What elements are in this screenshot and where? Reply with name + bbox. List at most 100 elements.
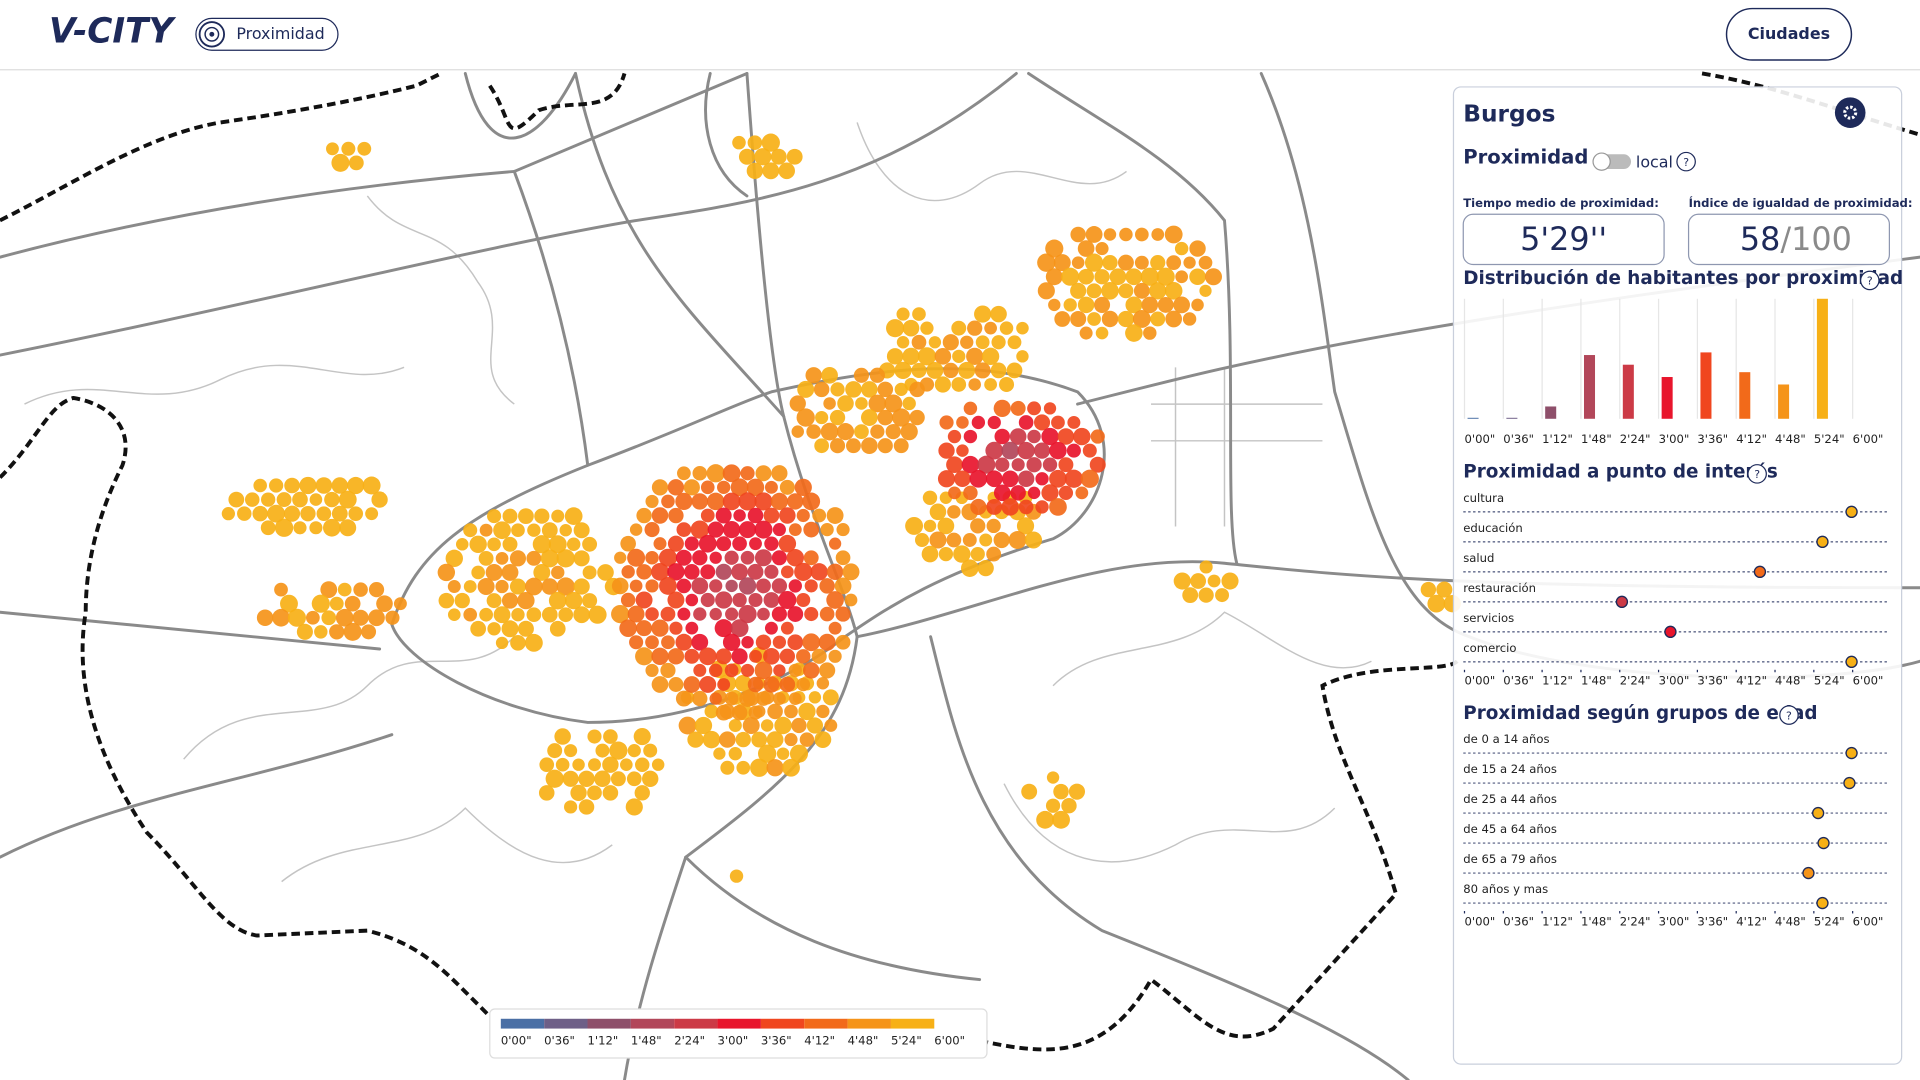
legend-label: 2'24" [674, 1033, 705, 1047]
map-dot [1036, 810, 1055, 829]
help[interactable]: ? [1676, 151, 1696, 172]
module-badge[interactable]: Proximidad [195, 17, 339, 51]
map-dot [796, 649, 811, 664]
map-dot [478, 550, 494, 566]
map-dot [558, 607, 574, 623]
map-dot [228, 491, 245, 508]
row-label: cultura [1463, 491, 1504, 505]
map-dot [551, 509, 565, 523]
map-dot [485, 563, 503, 581]
map-dot [620, 592, 636, 608]
map-dot [804, 579, 818, 593]
settings-button[interactable] [1834, 97, 1866, 128]
map-dot [1089, 456, 1106, 473]
map-dot [861, 381, 878, 398]
map-dot [746, 478, 765, 497]
x-tick-label: 1'48" [1581, 673, 1612, 687]
map-dot [694, 716, 713, 735]
map-dot [1027, 486, 1041, 500]
button-outline [1725, 7, 1853, 61]
map-dot [517, 591, 535, 610]
map-dot [587, 785, 602, 801]
map-dot [614, 551, 627, 564]
path [0, 72, 1018, 357]
help[interactable]: ? [1779, 705, 1799, 725]
map-dot [1150, 255, 1166, 271]
map-dot [619, 619, 637, 637]
map-dot [274, 518, 294, 537]
map-dot [942, 334, 959, 351]
map-dot [993, 531, 1010, 549]
map-dot [740, 663, 755, 677]
map-dot [487, 509, 502, 524]
legend-label: 1'48" [631, 1033, 662, 1047]
map-dot [789, 395, 806, 412]
map-dot [509, 578, 526, 595]
map-dot [1119, 227, 1133, 242]
map-dot [437, 563, 456, 582]
map-dot [486, 593, 502, 609]
map-dot [822, 689, 839, 706]
map-dot [539, 757, 555, 773]
map-dot [732, 135, 746, 150]
map-dot [1173, 572, 1191, 590]
x-tick-label: 0'36" [1503, 432, 1534, 446]
map-dot [986, 546, 1002, 562]
map-dot [948, 486, 961, 500]
map-dot [495, 579, 509, 594]
map-dot [802, 492, 821, 511]
map-dot [470, 620, 487, 637]
map-dot [715, 648, 732, 665]
map-dot [321, 610, 337, 626]
map-dot [221, 507, 235, 521]
help[interactable]: ? [1860, 270, 1880, 291]
legend-swatch [500, 1018, 545, 1029]
map-dot [1132, 310, 1151, 328]
map-dot [844, 593, 858, 607]
map-dot [993, 484, 1011, 502]
map-dot [653, 537, 667, 551]
map-dot [929, 503, 947, 521]
cities-button[interactable]: Ciudades [1725, 7, 1853, 61]
map-dot [836, 523, 850, 537]
map-dot [730, 478, 749, 497]
map-dot [1027, 429, 1041, 444]
map-dot [626, 771, 642, 787]
map-dot [687, 731, 704, 748]
section-title: Proximidad [1463, 145, 1588, 168]
row-label: de 0 a 14 años [1463, 732, 1549, 746]
map-dot [731, 648, 748, 665]
map-dot [771, 606, 787, 622]
map-dot [786, 148, 803, 165]
map-dot [788, 663, 803, 678]
map-dot [331, 477, 349, 494]
map-dot [1026, 457, 1042, 473]
map-dot [860, 409, 878, 426]
map-dot [816, 677, 830, 690]
map-dot [627, 548, 646, 567]
map-dot [352, 609, 369, 626]
legend-swatch [674, 1018, 718, 1029]
map-dot [635, 647, 654, 666]
local-toggle[interactable]: local [1592, 152, 1673, 171]
map-dot [526, 550, 542, 566]
map-dot [1077, 240, 1095, 257]
map-dot [853, 367, 870, 383]
map-dot [1189, 268, 1206, 286]
map-dot [320, 581, 338, 598]
map-dot [1037, 282, 1055, 300]
legend-swatch [587, 1018, 631, 1029]
map-dot [1001, 470, 1019, 488]
map-dot [963, 485, 978, 501]
map-dot [1008, 531, 1027, 549]
map-dot [971, 415, 986, 430]
map-dot [588, 605, 607, 624]
help[interactable]: ? [1747, 464, 1767, 484]
map-dot [260, 520, 276, 536]
x-tick-label: 0'00" [1464, 915, 1495, 929]
map-dot [643, 743, 658, 758]
map-dot [1033, 442, 1051, 459]
map-dot [754, 661, 773, 680]
